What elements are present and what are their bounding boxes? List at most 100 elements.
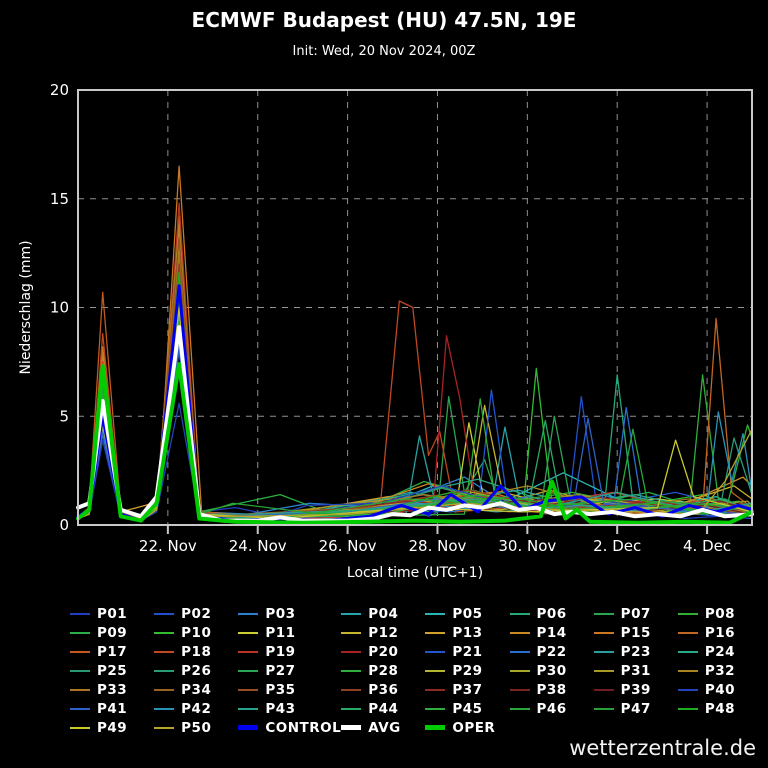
legend-label: P24 — [704, 643, 736, 660]
legend-swatch-P46 — [509, 707, 530, 710]
legend-label: P48 — [704, 700, 736, 717]
legend-label: P02 — [181, 605, 212, 622]
legend-item-P15: P15 — [593, 624, 678, 641]
legend-label: P12 — [368, 624, 399, 641]
legend-item-P13: P13 — [425, 625, 509, 641]
legend-swatch-P38 — [509, 688, 530, 691]
legend-label: P34 — [181, 681, 212, 698]
legend-swatch-P35 — [238, 688, 259, 691]
legend-swatch-P29 — [425, 669, 446, 672]
legend-swatch-P09 — [70, 631, 90, 634]
legend-swatch-P01 — [70, 612, 90, 615]
legend-label: P13 — [452, 624, 483, 641]
legend-item-P43: P43 — [238, 701, 341, 717]
legend-item-P17: P17 — [70, 644, 154, 660]
y-axis-label: Niederschlag (mm) — [18, 240, 34, 374]
legend-swatch-OPER — [425, 725, 446, 730]
legend-item-P19: P19 — [238, 644, 341, 660]
legend-item-P10: P10 — [154, 625, 238, 641]
legend-swatch-P24 — [677, 650, 698, 653]
legend-label: P15 — [620, 624, 651, 641]
legend-swatch-AVG — [341, 725, 362, 730]
x-tick-label: 28. Nov — [409, 537, 467, 555]
legend-swatch-P34 — [154, 688, 175, 691]
legend-item-P35: P35 — [238, 682, 341, 698]
legend-label: P27 — [265, 662, 296, 679]
legend-label: P22 — [536, 643, 567, 660]
legend-swatch-P19 — [238, 650, 259, 653]
legend-item-P21: P21 — [425, 644, 509, 660]
legend-label: P05 — [452, 605, 483, 622]
legend-item-P41: P41 — [70, 701, 154, 717]
legend-item-P23: P23 — [593, 643, 678, 660]
legend-swatch-P43 — [238, 707, 259, 710]
legend-swatch-P10 — [154, 631, 175, 634]
legend-item-P49: P49 — [70, 720, 154, 736]
x-tick-label: 2. Dec — [593, 537, 641, 555]
legend-swatch-P22 — [509, 650, 530, 653]
y-tick-label: 5 — [59, 407, 69, 425]
legend-item-P45: P45 — [425, 701, 509, 717]
legend-swatch-P33 — [70, 688, 90, 691]
legend-label: P42 — [181, 700, 212, 717]
x-tick-label: 4. Dec — [683, 537, 731, 555]
legend-swatch-P18 — [154, 650, 175, 653]
legend-swatch-P48 — [677, 707, 698, 710]
legend-item-P48: P48 — [677, 700, 762, 717]
legend-label: P29 — [452, 662, 483, 679]
legend-swatch-P41 — [70, 707, 90, 710]
legend-label: P17 — [97, 643, 128, 660]
legend-item-P39: P39 — [593, 682, 678, 698]
legend-swatch-P15 — [593, 631, 614, 634]
legend-item-P37: P37 — [425, 682, 509, 698]
series-P47 — [77, 330, 753, 520]
x-tick-label: 30. Nov — [498, 537, 556, 555]
legend-label: P38 — [536, 681, 567, 698]
series-AVG — [76, 325, 754, 523]
legend-label: P50 — [181, 719, 212, 736]
legend-label: P23 — [620, 643, 651, 660]
legend-item-P50: P50 — [154, 720, 238, 736]
legend-label: P14 — [536, 624, 567, 641]
x-tick-label: 26. Nov — [319, 537, 377, 555]
legend-item-P31: P31 — [593, 663, 678, 679]
legend-item-P47: P47 — [593, 701, 678, 717]
legend-label: CONTROL — [265, 719, 342, 736]
legend-item-P16: P16 — [677, 624, 762, 641]
legend-swatch-P31 — [593, 669, 614, 672]
legend-swatch-P13 — [425, 631, 446, 634]
legend-swatch-P14 — [509, 631, 530, 634]
legend-swatch-P30 — [509, 669, 530, 672]
legend-item-P29: P29 — [425, 663, 509, 679]
legend-swatch-P50 — [154, 726, 175, 729]
y-tick-label: 0 — [59, 516, 69, 534]
legend-item-P03: P03 — [238, 606, 341, 622]
legend-label: P03 — [265, 605, 296, 622]
legend-label: P04 — [368, 605, 399, 622]
legend-item-P44: P44 — [341, 701, 425, 717]
legend-item-P22: P22 — [509, 643, 594, 660]
legend-swatch-P07 — [593, 612, 614, 615]
legend-item-CONTROL: CONTROL — [238, 720, 341, 736]
legend-item-P14: P14 — [509, 624, 594, 641]
legend-label: P37 — [452, 681, 483, 698]
legend-label: P16 — [704, 624, 736, 641]
y-tick-label: 10 — [50, 299, 69, 317]
series-OPER — [76, 362, 754, 525]
precipitation-ensemble-chart: 22. Nov 24. Nov 26. Nov 28. Nov 30. Nov 2. De… — [18, 81, 754, 581]
legend-swatch-P03 — [238, 612, 259, 615]
init-subtitle: Init: Wed, 20 Nov 2024, 00Z — [292, 44, 476, 59]
legend-swatch-P12 — [341, 631, 362, 634]
legend: P01 P02 P03 P04 P05 P06 P07 P08 P09 P10 P11 P12 P13 P… — [70, 604, 762, 737]
legend-item-P07: P07 — [593, 606, 678, 622]
legend-item-P24: P24 — [677, 643, 762, 660]
legend-label: P45 — [452, 700, 483, 717]
legend-item-P40: P40 — [677, 682, 762, 698]
legend-swatch-P21 — [425, 650, 446, 653]
legend-swatch-P23 — [593, 650, 614, 653]
legend-label: P19 — [265, 643, 296, 660]
legend-label: P44 — [368, 700, 399, 717]
legend-item-P18: P18 — [154, 644, 238, 660]
legend-swatch-P28 — [341, 669, 362, 672]
legend-item-P20: P20 — [341, 644, 425, 660]
